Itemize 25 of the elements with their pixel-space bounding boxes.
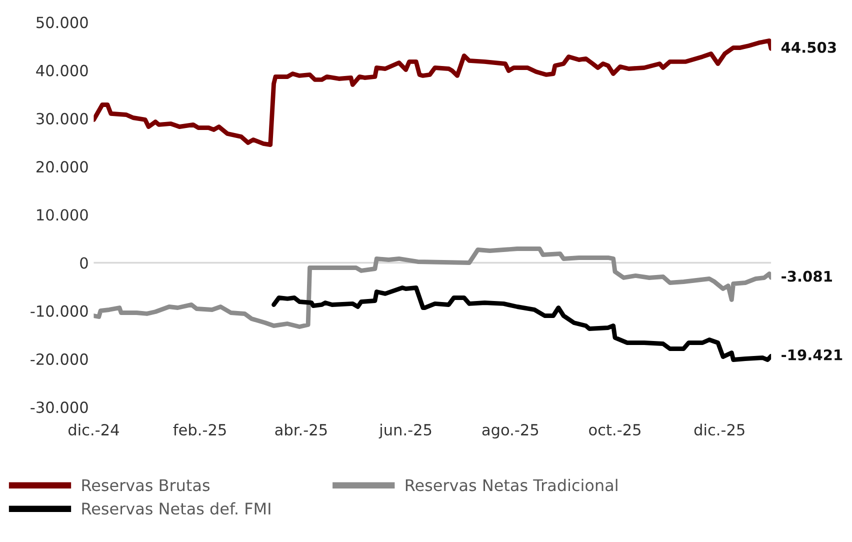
y-tick-label: -10.000 bbox=[30, 305, 88, 317]
y-tick-label: 10.000 bbox=[37, 209, 88, 221]
legend-label: Reservas Netas Tradicional bbox=[406, 478, 618, 492]
annotation: -19.421 bbox=[782, 349, 842, 360]
x-tick-label: feb.-25 bbox=[173, 424, 226, 436]
y-tick-label: -20.000 bbox=[30, 353, 88, 365]
x-tick-label: dic.-24 bbox=[68, 424, 119, 436]
x-tick-label: ago.-25 bbox=[482, 424, 538, 438]
y-tick-label: 50.000 bbox=[36, 16, 88, 28]
x-tick-label: jun.-25 bbox=[378, 424, 432, 438]
y-tick-label: 20.000 bbox=[36, 160, 88, 173]
y-tick-label: -30.000 bbox=[30, 402, 88, 414]
x-tick-label: abr.-25 bbox=[275, 424, 327, 436]
annotation: -3.081 bbox=[782, 270, 832, 282]
line-series bbox=[94, 38, 772, 147]
line-series bbox=[272, 286, 772, 362]
x-tick-label: dic.-25 bbox=[694, 424, 744, 436]
y-tick-label: 40.000 bbox=[36, 64, 88, 76]
x-tick-label: oct.-25 bbox=[589, 424, 640, 436]
y-tick-label: 30.000 bbox=[36, 112, 88, 124]
annotation: 44.503 bbox=[781, 42, 836, 53]
line-series bbox=[94, 246, 772, 329]
legend-label: Reservas Netas def. FMI bbox=[82, 502, 270, 515]
legend-label: Reservas Brutas bbox=[82, 479, 210, 492]
y-tick-label: 0 bbox=[80, 257, 88, 269]
